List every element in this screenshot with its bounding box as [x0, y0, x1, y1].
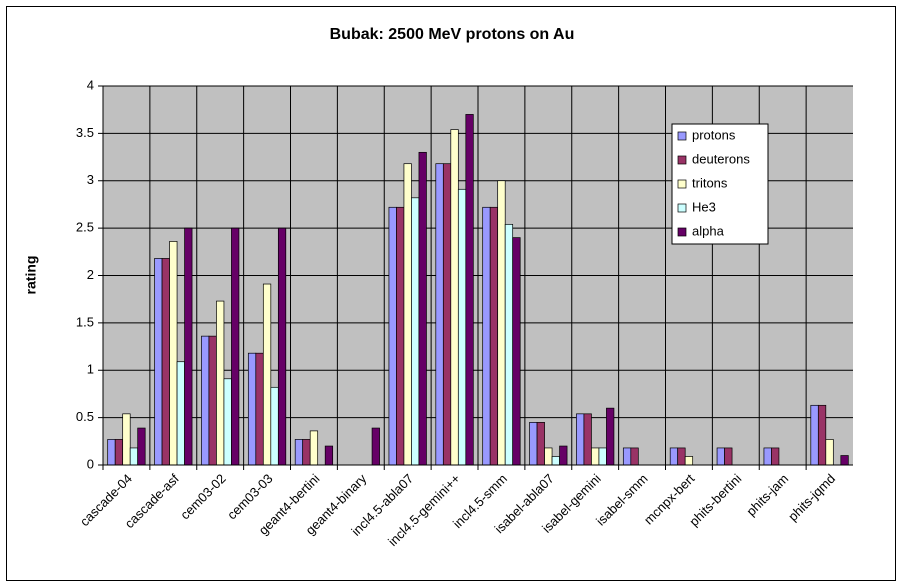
bar — [497, 180, 506, 466]
bar — [817, 404, 827, 466]
bar — [576, 413, 585, 466]
y-tick-label: 1.5 — [76, 314, 94, 329]
bar — [418, 151, 427, 466]
bar — [403, 163, 412, 466]
bar — [396, 206, 405, 466]
bar — [137, 427, 146, 466]
bar — [309, 430, 319, 466]
y-tick-label: 2.5 — [76, 220, 94, 235]
bar — [324, 445, 334, 466]
bar — [825, 439, 834, 466]
bar — [216, 300, 225, 466]
bar — [114, 439, 124, 466]
bar — [716, 447, 725, 466]
bar — [255, 352, 264, 466]
legend-swatch — [677, 155, 687, 165]
y-tick-label: 2 — [87, 267, 94, 282]
legend-label: deuterons — [692, 151, 750, 166]
y-tick-label: 3.5 — [76, 125, 94, 140]
bar — [724, 447, 733, 466]
bar — [223, 378, 232, 466]
bar — [208, 335, 217, 466]
bar — [270, 386, 279, 466]
bar — [184, 227, 193, 466]
bar — [840, 455, 849, 466]
bar — [277, 227, 287, 466]
bar — [669, 447, 679, 466]
y-tick-label: 0.5 — [76, 409, 94, 424]
bar — [154, 258, 163, 466]
bar — [810, 404, 819, 466]
bar — [551, 456, 560, 466]
bar — [529, 422, 538, 466]
bar — [169, 241, 178, 466]
bar — [231, 227, 240, 466]
bar — [201, 335, 210, 466]
bar — [371, 427, 380, 466]
legend-swatch — [677, 227, 687, 237]
bar — [442, 163, 452, 466]
bar — [489, 206, 499, 466]
bar — [294, 439, 304, 466]
legend-label: protons — [692, 127, 736, 142]
bar — [677, 447, 686, 466]
y-tick-label: 0 — [87, 456, 94, 471]
bar — [107, 439, 116, 466]
bar — [262, 283, 272, 466]
bar — [457, 188, 467, 466]
bar — [176, 361, 185, 466]
legend-swatch — [677, 131, 687, 141]
bar — [591, 447, 600, 466]
bar — [435, 163, 444, 466]
bar — [465, 114, 474, 466]
y-tick-label: 3 — [87, 172, 94, 187]
legend-label: alpha — [692, 223, 725, 238]
bar — [771, 447, 780, 466]
bar — [598, 447, 607, 466]
legend-label: tritons — [692, 175, 728, 190]
bar — [684, 456, 694, 466]
bar — [512, 237, 521, 466]
bar — [302, 439, 311, 466]
y-axis-title: rating — [23, 256, 39, 295]
bar — [161, 258, 170, 466]
legend-label: He3 — [692, 199, 716, 214]
bar — [544, 447, 553, 466]
bar — [482, 206, 491, 466]
bar — [450, 129, 459, 466]
bar — [411, 197, 420, 466]
bar — [606, 407, 615, 466]
legend-box — [671, 123, 769, 245]
bar — [247, 352, 257, 466]
y-tick-label: 4 — [87, 77, 94, 92]
bar — [122, 413, 131, 466]
legend-swatch — [677, 203, 687, 213]
bar — [129, 447, 139, 466]
bar — [763, 447, 772, 466]
legend-swatch — [677, 179, 687, 189]
bar — [583, 413, 592, 466]
y-tick-label: 1 — [87, 362, 94, 377]
bar — [504, 223, 514, 466]
bar — [559, 445, 568, 466]
bar — [388, 206, 397, 466]
chart-title: Bubak: 2500 MeV protons on Au — [330, 26, 575, 43]
bar — [536, 422, 545, 466]
bar — [630, 447, 639, 466]
bar — [622, 447, 632, 466]
